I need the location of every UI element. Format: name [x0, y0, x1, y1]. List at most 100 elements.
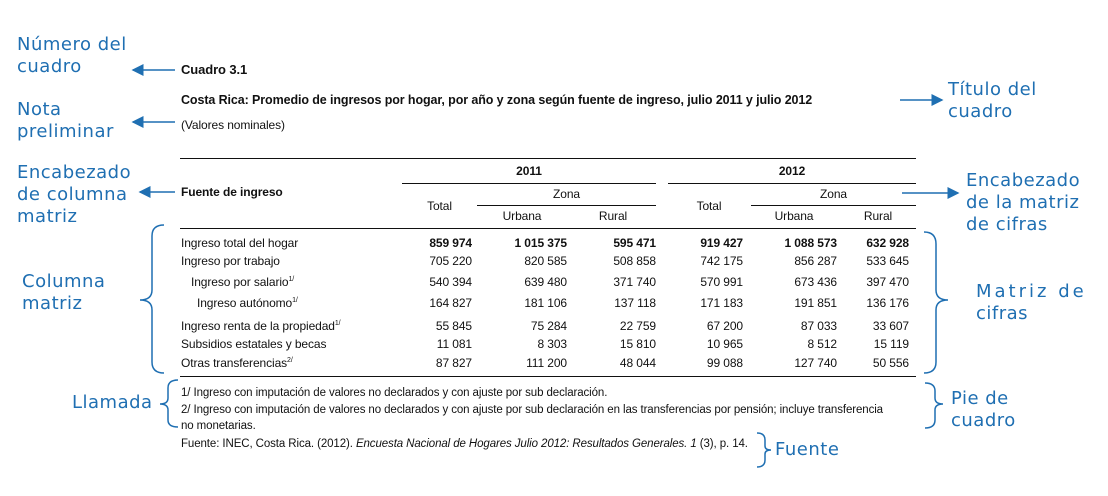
total-2012-header: Total [696, 199, 722, 213]
zona-2012-header: Zona [820, 187, 847, 201]
table-cell: 75 284 [530, 319, 567, 333]
bracket-llamada [159, 379, 179, 428]
footnote-marker: 2/ [287, 357, 293, 364]
table-cell: 22 759 [619, 319, 656, 333]
table-cell: 136 176 [866, 296, 909, 310]
row-label: Ingreso autónomo1/ [197, 296, 298, 310]
footnote-2-continued: no monetarias. [181, 420, 256, 432]
table-cell: 533 645 [866, 254, 909, 268]
table-cell: 919 427 [700, 236, 743, 250]
row-label: Subsidios estatales y becas [181, 337, 326, 351]
row-label: Ingreso por salario1/ [191, 275, 294, 289]
annotation-pie-de-cuadro: Pie de cuadro [951, 388, 1016, 431]
footnote-marker: 1/ [334, 320, 341, 327]
stub-header: Fuente de ingreso [181, 185, 283, 199]
row-label-text: Subsidios estatales y becas [181, 337, 327, 351]
bracket-columna [139, 224, 165, 374]
table-subtitle: (Valores nominales) [181, 118, 285, 132]
annotation-fuente: Fuente [775, 439, 840, 460]
table-cell: 859 974 [429, 236, 472, 250]
table-cell: 570 991 [700, 275, 743, 289]
table-cell: 742 175 [700, 254, 743, 268]
annotation-numero-del-cuadro: Número del cuadro [17, 34, 127, 77]
table-cell: 67 200 [706, 319, 743, 333]
source-prefix: Fuente: INEC, Costa Rica. (2012). [181, 438, 356, 450]
table-cell: 397 470 [866, 275, 909, 289]
table-cell: 99 088 [706, 356, 743, 370]
table-title: Costa Rica: Promedio de ingresos por hog… [181, 93, 813, 107]
table-cell: 127 740 [794, 356, 837, 370]
source-suffix: (3), p. 14. [696, 438, 748, 450]
row-label-text: Ingreso por trabajo [181, 254, 280, 268]
source-title: Encuesta Nacional de Hogares Julio 2012:… [355, 438, 697, 450]
footnote-marker: 1/ [292, 297, 298, 304]
table-cell: 171 183 [700, 296, 743, 310]
table-cell: 1 015 375 [514, 236, 568, 250]
table-cell: 856 287 [794, 254, 837, 268]
table-cell: 705 220 [429, 254, 472, 268]
annotation-encabezado-columna-matriz: Encabezado de columna matriz [17, 162, 132, 227]
total-2011-header: Total [427, 199, 452, 213]
annotation-llamada: Llamada [72, 392, 153, 413]
row-label-text: Ingreso por salario [191, 275, 289, 289]
year-2012-rule [668, 183, 916, 184]
table-cell: 508 858 [613, 254, 656, 268]
annotation-nota-preliminar: Nota preliminar [17, 99, 114, 142]
row-label: Ingreso por trabajo [181, 254, 280, 268]
zona-2011-header: Zona [553, 187, 580, 201]
bracket-pie [924, 382, 944, 429]
year-2011-header: 2011 [516, 164, 542, 178]
table-cell: 8 303 [537, 337, 567, 351]
year-2012-header: 2012 [778, 164, 806, 178]
table-cell: 371 740 [613, 275, 656, 289]
table-cell: 8 512 [807, 337, 837, 351]
rural-2011-header: Rural [598, 209, 628, 223]
annotation-titulo-del-cuadro: Título del cuadro [948, 79, 1037, 122]
table-cell: 87 033 [800, 319, 837, 333]
table-cell: 11 081 [436, 337, 472, 351]
urbana-2011-header: Urbana [502, 209, 542, 223]
zona-2012-rule [751, 205, 916, 206]
table-cell: 1 088 573 [784, 236, 838, 250]
table-number: Cuadro 3.1 [181, 62, 248, 77]
row-label-text: Ingreso renta de la propiedad [181, 319, 335, 333]
header-bottom-rule [180, 228, 916, 229]
row-label: Ingreso total del hogar [181, 236, 298, 250]
row-label-text: Ingreso autónomo [197, 296, 293, 310]
table-cell: 50 556 [872, 356, 909, 370]
top-rule [180, 158, 916, 159]
bracket-matriz [923, 231, 949, 374]
table-cell: 540 394 [429, 275, 472, 289]
table-cell: 164 827 [429, 296, 472, 310]
zona-2011-rule [477, 205, 656, 206]
row-label-text: Otras transferencias [181, 356, 288, 370]
annotation-columna-matriz: Columna matriz [22, 271, 106, 314]
table-cell: 639 480 [524, 275, 567, 289]
table-cell: 191 851 [794, 296, 837, 310]
bracket-fuente [756, 432, 772, 468]
footnote-1: 1/ Ingreso con imputación de valores no … [181, 387, 608, 399]
bottom-rule [180, 376, 916, 377]
table-cell: 15 810 [619, 337, 656, 351]
row-label-text: Ingreso total del hogar [181, 236, 299, 250]
annotation-matriz-cifras: Matriz de cifras [976, 281, 1087, 324]
table-cell: 87 827 [435, 356, 472, 370]
year-2011-rule [402, 183, 656, 184]
urbana-2012-header: Urbana [774, 209, 814, 223]
table-cell: 15 119 [873, 337, 909, 351]
table-cell: 55 845 [435, 319, 472, 333]
footnote-marker: 1/ [288, 276, 295, 283]
table-cell: 137 118 [614, 296, 656, 310]
rural-2012-header: Rural [863, 209, 893, 223]
footnote-2: 2/ Ingreso con imputación de valores no … [181, 404, 883, 416]
table-cell: 33 607 [872, 319, 909, 333]
table-cell: 673 436 [794, 275, 837, 289]
annotation-encabezado-matriz-cifras: Encabezado de la matriz de cifras [966, 170, 1081, 235]
table-cell: 820 585 [524, 254, 567, 268]
table-cell: 595 471 [613, 236, 656, 250]
table-source: Fuente: INEC, Costa Rica. (2012). Encues… [181, 438, 748, 450]
table-cell: 48 044 [619, 356, 656, 370]
row-label: Otras transferencias2/ [181, 356, 293, 370]
table-cell: 111 200 [526, 356, 567, 370]
